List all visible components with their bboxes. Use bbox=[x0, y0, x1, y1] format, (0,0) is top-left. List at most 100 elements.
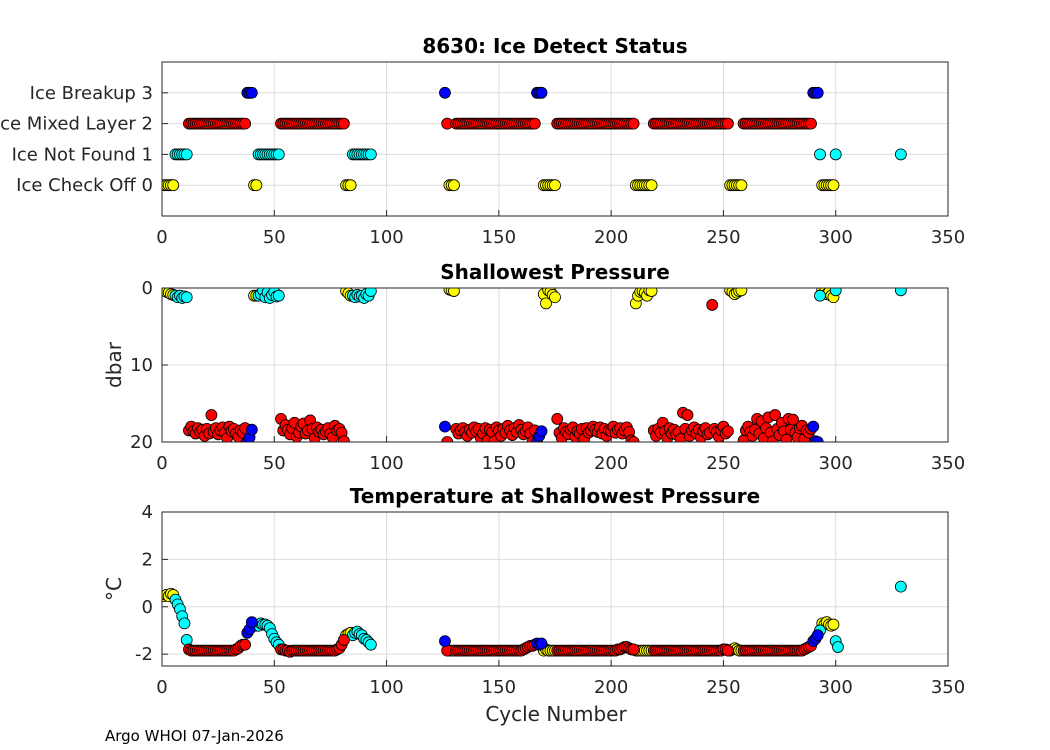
data-point bbox=[722, 644, 734, 657]
data-point bbox=[706, 299, 719, 311]
x-tick-label: 250 bbox=[706, 677, 740, 698]
x-tick-label: 350 bbox=[931, 677, 965, 698]
x-tick-label: 150 bbox=[482, 453, 516, 474]
x-tick-label: 0 bbox=[156, 227, 167, 248]
y-tick-label: 10 bbox=[130, 355, 153, 376]
data-point bbox=[364, 638, 377, 651]
data-point bbox=[780, 433, 793, 442]
y-tick-label: 20 bbox=[130, 432, 153, 453]
data-point bbox=[735, 179, 748, 192]
x-tick-label: 50 bbox=[263, 677, 286, 698]
data-point bbox=[814, 148, 826, 161]
y-tick-label: Ice Mixed Layer 2 bbox=[0, 114, 153, 135]
data-point bbox=[829, 288, 842, 297]
data-point bbox=[441, 436, 454, 442]
data-points bbox=[162, 580, 907, 658]
x-tick-label: 150 bbox=[482, 677, 516, 698]
data-point bbox=[805, 117, 817, 130]
x-tick-label: 250 bbox=[706, 453, 740, 474]
data-point bbox=[205, 409, 218, 421]
x-tick-label: 200 bbox=[594, 227, 628, 248]
data-point bbox=[814, 289, 826, 302]
shallowest-pressure-panel: 0 50 100 150 200 250 300 350 0 10 20 Shallowest Pre… bbox=[102, 260, 965, 474]
data-point bbox=[894, 288, 907, 297]
y-tick-label: 4 bbox=[142, 502, 153, 523]
data-points bbox=[162, 86, 907, 192]
data-point bbox=[722, 117, 734, 130]
data-point bbox=[549, 291, 561, 304]
data-point bbox=[627, 643, 640, 656]
data-point bbox=[448, 288, 460, 297]
x-tick-label: 300 bbox=[819, 677, 853, 698]
data-point bbox=[439, 635, 451, 648]
x-tick-label: 100 bbox=[369, 227, 403, 248]
panel-title: Shallowest Pressure bbox=[440, 260, 670, 284]
data-point bbox=[807, 420, 820, 433]
data-point bbox=[239, 638, 251, 651]
data-point bbox=[540, 297, 552, 310]
data-point bbox=[627, 117, 640, 130]
data-point bbox=[272, 289, 285, 302]
data-point bbox=[364, 148, 377, 161]
data-points bbox=[162, 288, 907, 442]
y-tick-label: 0 bbox=[142, 278, 153, 299]
data-point bbox=[894, 148, 907, 161]
data-point bbox=[535, 86, 548, 99]
x-tick-label: 250 bbox=[706, 227, 740, 248]
data-point bbox=[827, 179, 840, 192]
data-point bbox=[180, 291, 193, 304]
x-tick-label: 0 bbox=[156, 677, 167, 698]
axes-frame bbox=[161, 511, 949, 667]
data-point bbox=[551, 412, 564, 425]
plot-area bbox=[162, 62, 948, 216]
x-tick-label: 100 bbox=[369, 453, 403, 474]
data-point bbox=[645, 288, 658, 297]
x-tick-label: 50 bbox=[263, 453, 286, 474]
x-tick-label: 350 bbox=[931, 453, 965, 474]
data-point bbox=[338, 435, 350, 442]
y-tick-label: 0 bbox=[142, 597, 153, 618]
data-point bbox=[364, 288, 377, 297]
data-point bbox=[811, 86, 824, 99]
x-tick-label: 100 bbox=[369, 677, 403, 698]
y-tick-label: Ice Check Off 0 bbox=[16, 175, 153, 196]
data-point bbox=[245, 423, 258, 436]
data-point bbox=[894, 580, 907, 593]
data-point bbox=[722, 425, 734, 438]
data-point bbox=[535, 637, 548, 650]
x-tick-label: 300 bbox=[819, 227, 853, 248]
data-point bbox=[338, 117, 350, 130]
data-point bbox=[528, 117, 541, 130]
data-point bbox=[439, 86, 451, 99]
y-tick-label: -2 bbox=[135, 644, 153, 665]
data-point bbox=[681, 409, 694, 421]
x-tick-label: 200 bbox=[594, 677, 628, 698]
data-point bbox=[245, 86, 258, 99]
data-point bbox=[787, 413, 799, 426]
panel-title: 8630: Ice Detect Status bbox=[422, 34, 687, 58]
x-axis-label: Cycle Number bbox=[485, 702, 627, 726]
data-point bbox=[178, 617, 191, 630]
axes-frame bbox=[161, 61, 949, 217]
data-point bbox=[832, 641, 844, 653]
data-point bbox=[167, 179, 180, 192]
y-tick-label: Ice Breakup 3 bbox=[30, 83, 153, 104]
data-point bbox=[735, 288, 748, 297]
data-point bbox=[338, 634, 350, 646]
data-point bbox=[245, 616, 258, 629]
y-axis-label: dbar bbox=[102, 341, 126, 388]
data-point bbox=[811, 436, 824, 442]
data-point bbox=[549, 179, 561, 192]
y-tick-label: Ice Not Found 1 bbox=[12, 144, 153, 165]
x-tick-label: 200 bbox=[594, 453, 628, 474]
ice-detect-status-panel: 0 50 100 150 200 250 300 350 Ice Check Off 0 Ice … bbox=[0, 34, 965, 248]
data-point bbox=[250, 179, 263, 192]
data-point bbox=[627, 436, 640, 442]
data-point bbox=[645, 179, 658, 192]
data-point bbox=[811, 629, 824, 642]
data-point bbox=[829, 148, 842, 161]
footer-credit: Argo WHOI 07-Jan-2026 bbox=[105, 727, 284, 745]
data-point bbox=[769, 409, 781, 421]
